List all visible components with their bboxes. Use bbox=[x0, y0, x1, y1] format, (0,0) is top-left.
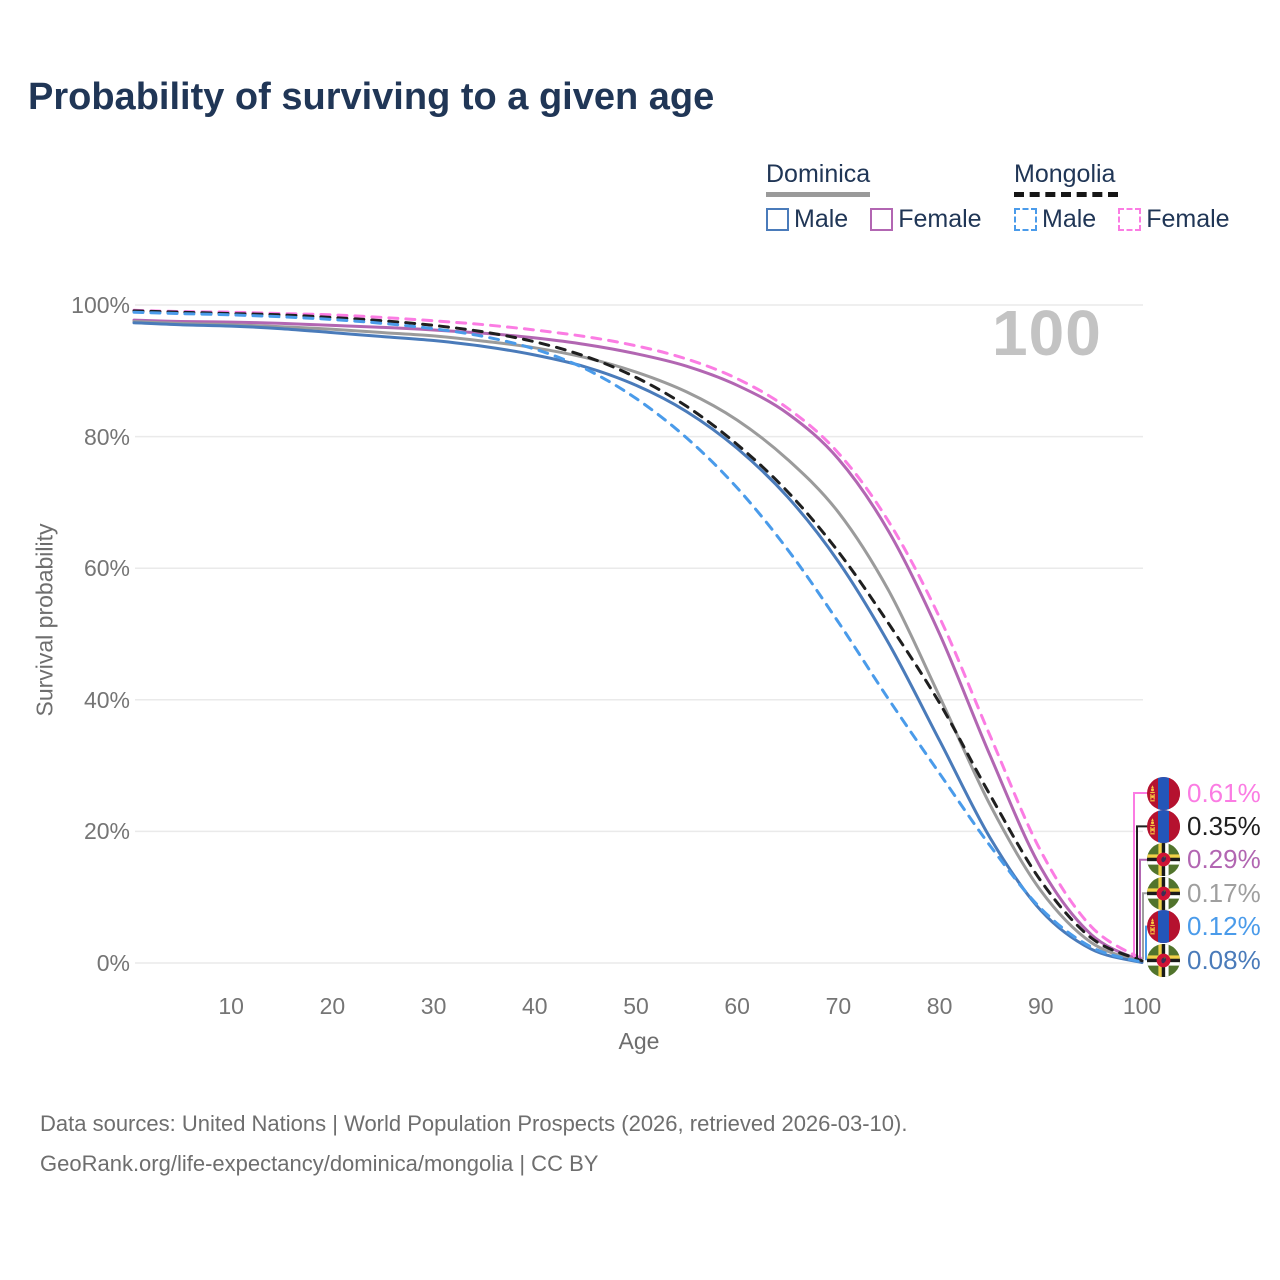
end-label-row: 0.17% bbox=[1147, 876, 1261, 910]
x-tick-label: 100 bbox=[1122, 993, 1162, 1019]
curve-mongolia-male bbox=[132, 310, 1144, 964]
end-label-row: 0.35% bbox=[1147, 809, 1261, 843]
legend-line-style-sample bbox=[1014, 192, 1118, 197]
mongolia-flag-icon bbox=[1147, 809, 1180, 843]
footer-line-1: Data sources: United Nations | World Pop… bbox=[40, 1111, 908, 1136]
end-label-connector bbox=[1142, 892, 1148, 960]
end-label-connector bbox=[1136, 825, 1148, 958]
legend-item-mongolia-male: Male bbox=[1014, 205, 1096, 234]
legend-item-label: Female bbox=[898, 205, 982, 233]
page-title: Probability of surviving to a given age bbox=[28, 76, 715, 118]
curve-dominica-female bbox=[132, 318, 1144, 963]
end-label-connector bbox=[1139, 858, 1148, 959]
curve-mongolia-female bbox=[132, 308, 1144, 961]
legend-item-dominica-male: Male bbox=[766, 205, 848, 234]
x-tick-label: 50 bbox=[623, 993, 649, 1019]
curve-dominica-male bbox=[132, 321, 1144, 964]
curve-mongolia bbox=[132, 309, 1144, 963]
footer: Data sources: United Nations | World Pop… bbox=[40, 1104, 907, 1184]
legend-country-label: Mongolia bbox=[1014, 160, 1116, 188]
dominica-flag-icon bbox=[1147, 843, 1180, 877]
end-label-value: 0.08% bbox=[1187, 944, 1261, 975]
end-label-row: 0.29% bbox=[1147, 843, 1261, 877]
legend-country-label: Dominica bbox=[766, 160, 871, 188]
x-tick-label: 10 bbox=[218, 993, 244, 1019]
y-tick-label: 80% bbox=[83, 423, 130, 450]
legend-swatch bbox=[766, 208, 789, 231]
mongolia-flag-icon bbox=[1147, 776, 1180, 810]
end-label-row: 0.61% bbox=[1147, 776, 1261, 810]
legend-item-label: Male bbox=[794, 205, 849, 233]
x-tick-label: 20 bbox=[319, 993, 346, 1019]
x-tick-label: 60 bbox=[724, 993, 750, 1019]
end-label-value: 0.35% bbox=[1187, 810, 1261, 841]
x-tick-label: 80 bbox=[926, 993, 953, 1019]
legend-item-label: Female bbox=[1146, 205, 1230, 233]
footer-line-2: GeoRank.org/life-expectancy/dominica/mon… bbox=[40, 1151, 599, 1176]
y-tick-label: 40% bbox=[83, 686, 130, 713]
legend-item-label: Male bbox=[1042, 205, 1097, 233]
dominica-flag-icon bbox=[1147, 943, 1180, 977]
x-tick-label: 70 bbox=[825, 993, 852, 1019]
y-tick-label: 0% bbox=[96, 950, 130, 976]
y-tick-label: 100% bbox=[71, 292, 130, 318]
end-label-value: 0.12% bbox=[1187, 911, 1261, 942]
watermark-age-100: 100 bbox=[992, 297, 1102, 369]
legend-group-mongolia: Mongolia Male Female bbox=[1014, 160, 1230, 234]
legend-swatch bbox=[870, 208, 894, 231]
end-label-value: 0.17% bbox=[1187, 877, 1261, 908]
end-label-connector bbox=[1133, 792, 1148, 957]
end-label-row: 0.08% bbox=[1147, 943, 1261, 977]
x-tick-label: 30 bbox=[420, 993, 447, 1019]
x-axis-title: Age bbox=[618, 1028, 660, 1054]
end-label-value: 0.29% bbox=[1187, 844, 1261, 875]
legend-line-style-sample bbox=[766, 192, 870, 197]
y-tick-label: 60% bbox=[83, 555, 130, 582]
x-tick-label: 40 bbox=[522, 993, 548, 1019]
legend-item-dominica-female: Female bbox=[870, 205, 982, 234]
legend-group-dominica: Dominica Male Female bbox=[766, 160, 982, 234]
curve-dominica bbox=[132, 320, 1144, 964]
legend-item-mongolia-female: Female bbox=[1118, 205, 1230, 234]
legend-swatch bbox=[1118, 208, 1142, 231]
legend-swatch bbox=[1014, 208, 1037, 231]
x-tick-label: 90 bbox=[1028, 993, 1054, 1019]
end-label-value: 0.61% bbox=[1187, 777, 1261, 808]
mongolia-flag-icon bbox=[1147, 910, 1180, 944]
dominica-flag-icon bbox=[1147, 876, 1180, 910]
end-label-row: 0.12% bbox=[1147, 910, 1261, 944]
y-tick-label: 20% bbox=[83, 818, 130, 845]
